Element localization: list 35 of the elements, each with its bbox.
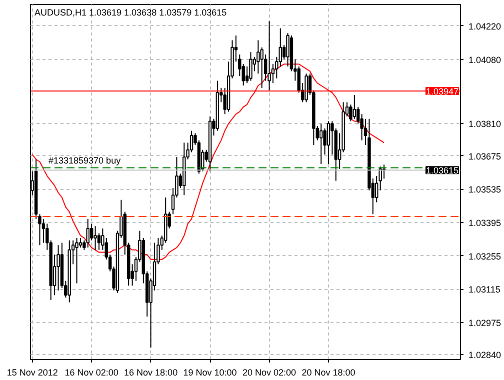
candlestick <box>78 237 82 248</box>
candlestick <box>319 123 323 165</box>
chart-title: AUDUSD,H1 1.03619 1.03638 1.03579 1.03615 <box>34 8 227 18</box>
x-tick-label: 16 Nov 02:00 <box>64 368 118 378</box>
y-tick-label: 1.03535 <box>468 184 502 195</box>
y-tick-label: 1.03115 <box>468 284 500 295</box>
candlestick <box>94 226 97 250</box>
candlestick <box>304 73 308 103</box>
x-tick-label: 16 Nov 18:00 <box>124 368 178 378</box>
y-tick-label: 1.04220 <box>468 21 502 32</box>
candlestick <box>278 28 282 67</box>
ref-line-label: 1.03947 <box>426 86 459 96</box>
ref-line-label: 1.03615 <box>426 166 459 176</box>
ref-line-label: #1331859370 buy <box>48 156 122 166</box>
y-tick-label: 1.03675 <box>468 151 502 162</box>
candlestick <box>56 244 60 291</box>
candlestick <box>249 52 252 82</box>
y-tick-label: 1.03255 <box>468 251 502 262</box>
y-tick-label: 1.03395 <box>468 218 502 228</box>
candlestick <box>268 20 271 91</box>
candlestick <box>352 94 356 120</box>
candlestick <box>75 237 78 284</box>
candlestick <box>90 223 94 241</box>
y-tick-label: 1.04080 <box>468 54 502 65</box>
x-tick-label: 19 Nov 10:00 <box>183 368 237 378</box>
y-tick-label: 1.02975 <box>468 318 502 328</box>
x-tick-label: 15 Nov 2012 <box>6 368 58 378</box>
candlestick <box>260 46 264 88</box>
candlestick <box>286 32 290 67</box>
x-tick-label: 20 Nov 18:00 <box>302 368 356 378</box>
x-tick-label: 20 Nov 02:00 <box>242 368 296 378</box>
y-tick-label: 1.02840 <box>468 350 502 360</box>
candlestick <box>326 120 330 165</box>
y-tick-label: 1.03810 <box>468 119 502 130</box>
candlestick <box>86 218 90 248</box>
